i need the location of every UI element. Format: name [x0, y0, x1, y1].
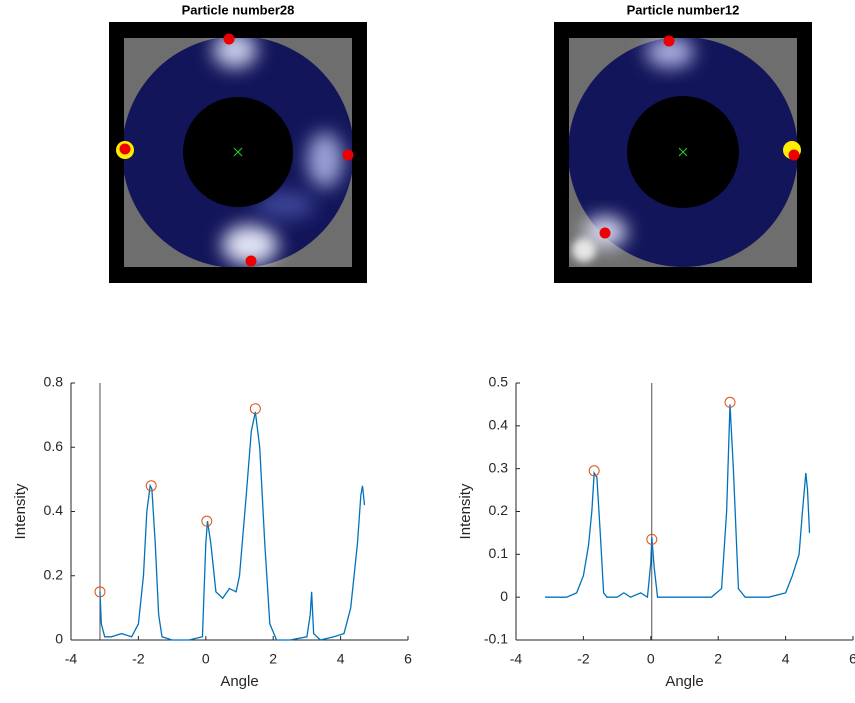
- x-tick-label: 0: [647, 651, 655, 667]
- y-axis-label: Intensity: [457, 483, 474, 539]
- y-tick-label: 0.5: [489, 374, 509, 390]
- y-tick-label: -0.1: [484, 631, 508, 647]
- peak-marker: [646, 533, 658, 545]
- y-tick-label: 0: [500, 588, 508, 604]
- x-tick-label: 2: [714, 651, 722, 667]
- data-line: [544, 404, 811, 599]
- x-tick-label: 0: [202, 651, 210, 667]
- peak-marker: [201, 515, 213, 527]
- y-tick-label: 0.2: [44, 566, 64, 582]
- peak-marker: [588, 465, 600, 477]
- x-tick-label: -2: [577, 651, 590, 667]
- y-tick-label: 0.2: [489, 502, 509, 518]
- particle-image: [109, 22, 367, 283]
- particle-image: [554, 22, 812, 283]
- y-tick-label: 0.6: [44, 438, 64, 454]
- y-tick-label: 0.4: [44, 502, 64, 518]
- x-tick-label: -4: [510, 651, 523, 667]
- peak-marker: [724, 396, 736, 408]
- x-tick-label: 6: [404, 651, 412, 667]
- x-axis-label: Angle: [665, 673, 703, 690]
- data-line: [99, 411, 366, 641]
- x-tick-label: 6: [849, 651, 855, 667]
- peak-marker: [249, 403, 261, 415]
- y-tick-label: 0.3: [489, 459, 509, 475]
- x-tick-label: -2: [132, 651, 145, 667]
- y-axis-label: Intensity: [12, 483, 29, 539]
- y-tick-label: 0: [55, 631, 63, 647]
- x-tick-label: 4: [782, 651, 790, 667]
- peak-marker: [94, 586, 106, 598]
- x-tick-label: 2: [269, 651, 277, 667]
- peak-marker: [145, 480, 157, 492]
- x-tick-label: 4: [337, 651, 345, 667]
- y-tick-label: 0.4: [489, 417, 509, 433]
- y-tick-label: 0.1: [489, 545, 509, 561]
- x-axis-label: Angle: [220, 673, 258, 690]
- chart-title: Particle number28: [182, 2, 295, 17]
- chart-title: Particle number12: [627, 2, 740, 17]
- y-tick-label: 0.8: [44, 374, 64, 390]
- x-tick-label: -4: [65, 651, 78, 667]
